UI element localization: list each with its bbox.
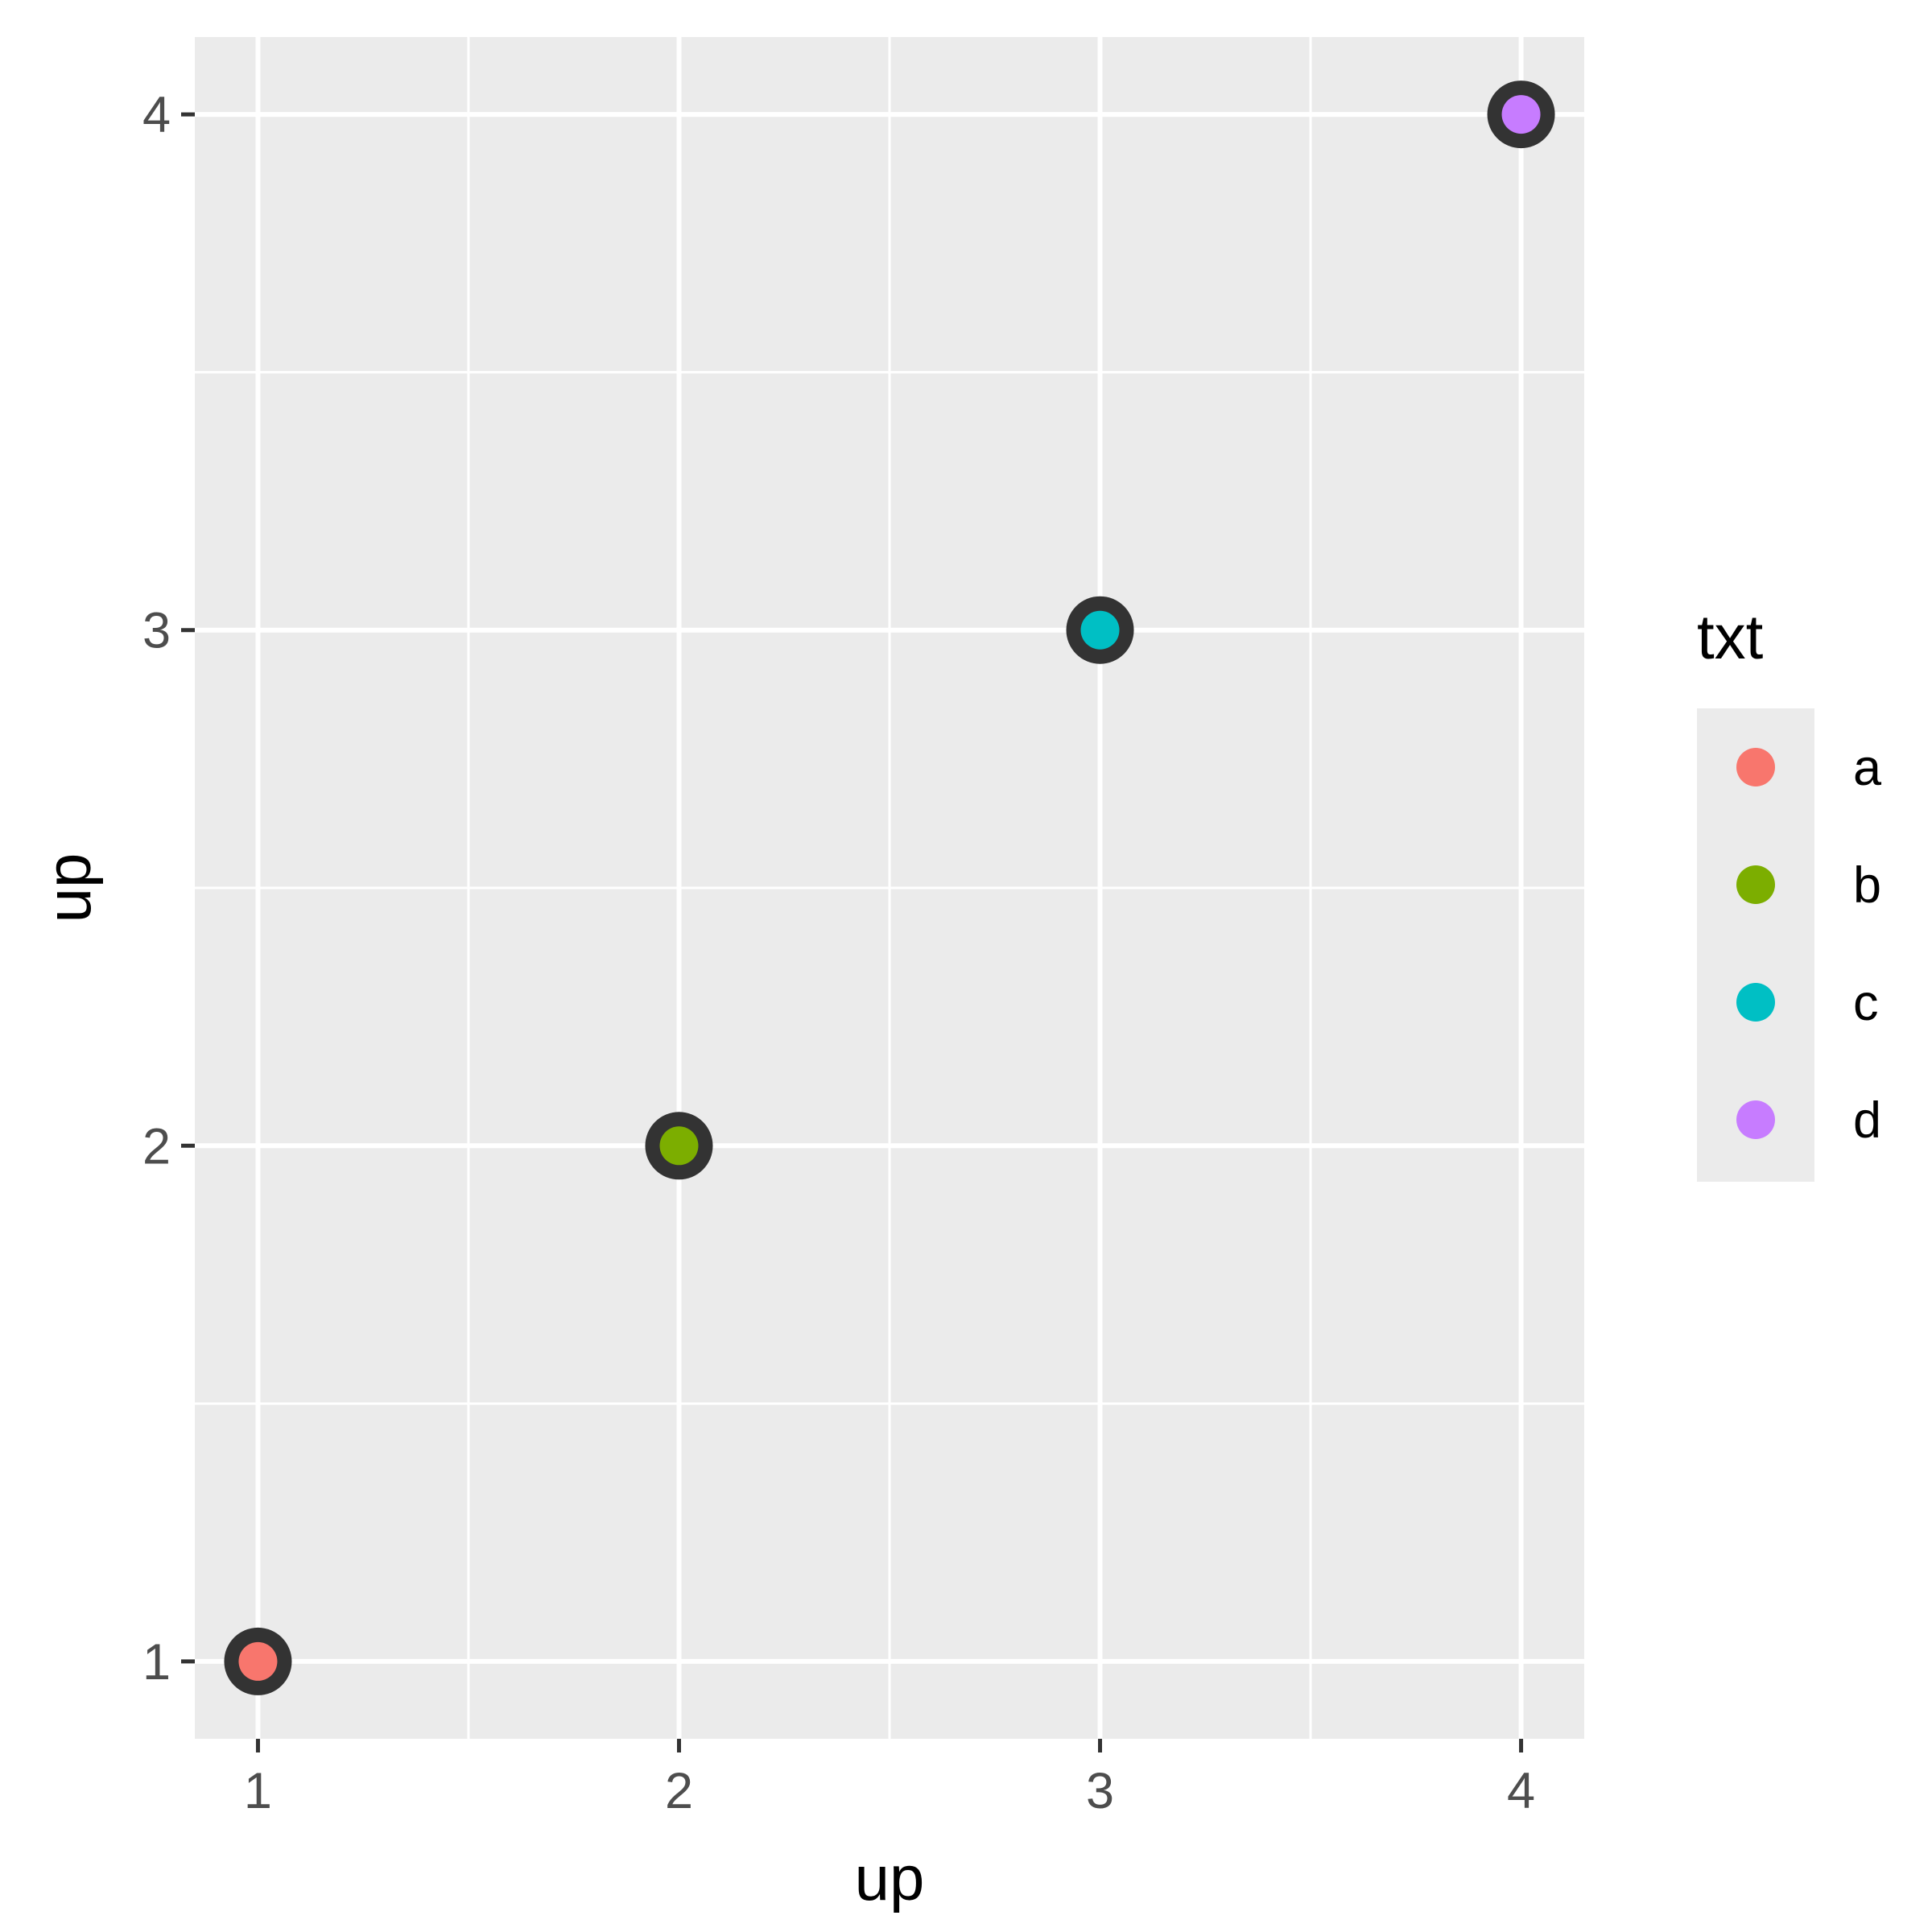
x-tick-label: 3	[1086, 1763, 1114, 1819]
x-tick-label: 4	[1507, 1763, 1535, 1819]
y-axis-label: up	[33, 853, 104, 923]
y-tick-label: 4	[142, 87, 171, 143]
grid-minor	[195, 37, 1584, 1739]
data-point-b	[659, 1126, 699, 1166]
data-point-c	[1080, 610, 1120, 650]
y-axis: 1 2 3 4	[142, 87, 195, 1690]
legend-swatch-b	[1736, 865, 1775, 904]
legend-label-d: d	[1853, 1092, 1881, 1149]
legend-swatch-c	[1736, 983, 1775, 1022]
legend-items: a b c d	[1736, 740, 1882, 1149]
data-point-a	[238, 1641, 278, 1681]
data-points	[224, 80, 1555, 1695]
y-tick-label: 1	[142, 1634, 171, 1690]
x-tick-label: 2	[665, 1763, 693, 1819]
y-tick-label: 2	[142, 1118, 171, 1174]
grid-major	[195, 37, 1584, 1739]
data-point-d	[1501, 95, 1541, 134]
x-tick-label: 1	[244, 1763, 272, 1819]
legend-swatch-a	[1736, 748, 1775, 786]
x-axis: 1 2 3 4	[244, 1739, 1535, 1819]
legend: txt a b c d	[1697, 601, 1882, 1182]
x-axis-label: up	[855, 1843, 925, 1913]
legend-swatch-d	[1736, 1100, 1775, 1139]
legend-label-a: a	[1853, 740, 1882, 796]
legend-label-c: c	[1853, 975, 1879, 1031]
y-tick-label: 3	[142, 603, 171, 659]
legend-label-b: b	[1853, 857, 1881, 914]
legend-title: txt	[1697, 601, 1764, 672]
